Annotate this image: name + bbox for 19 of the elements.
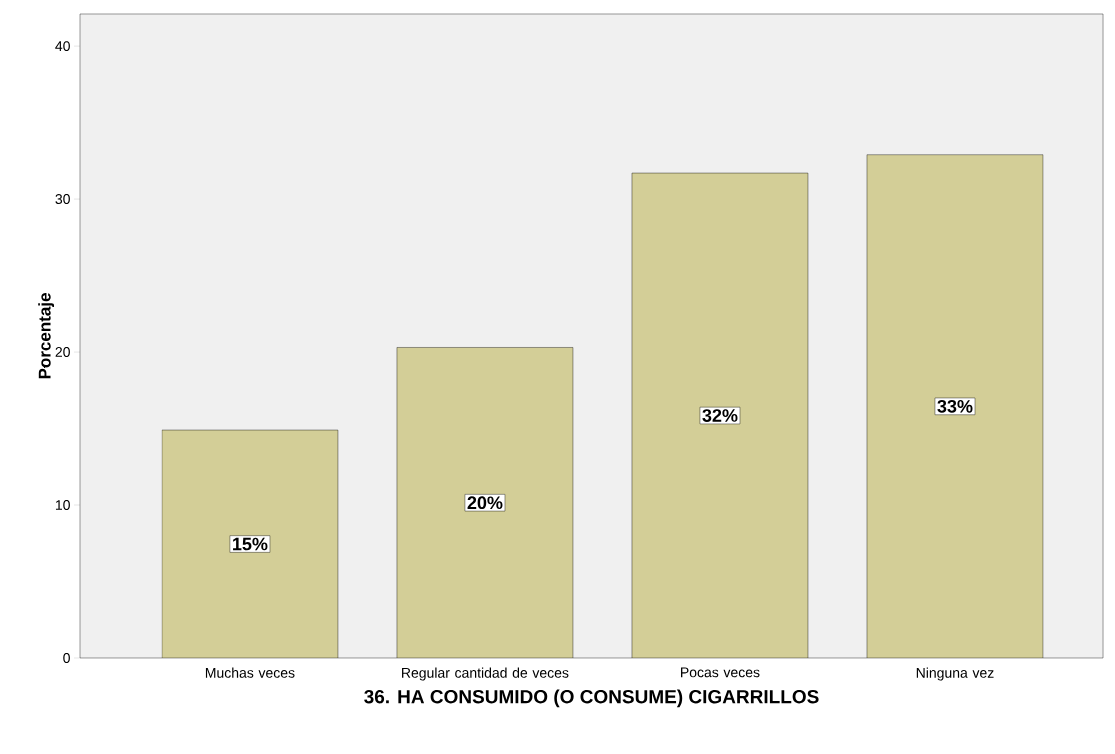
data-label: 15%: [233, 537, 268, 551]
x-tick-label: Muchas veces: [205, 667, 295, 678]
y-tick-label: 20: [55, 347, 70, 358]
bar: [866, 154, 1044, 658]
x-tick-label: Ninguna vez: [916, 667, 994, 681]
data-label: 32%: [702, 409, 738, 422]
data-label: 33%: [937, 399, 973, 413]
bar: [396, 347, 573, 658]
x-tick-label: Pocas veces: [681, 667, 760, 678]
y-tick-label: 0: [63, 653, 70, 663]
x-tick-label: Regular cantidad de veces: [402, 667, 569, 681]
y-axis-title: Porcentaje: [38, 293, 55, 379]
data-label: 20%: [467, 496, 503, 510]
bar: [631, 172, 809, 658]
bar: [161, 429, 339, 658]
y-tick-label: 10: [55, 500, 70, 510]
x-axis-title: 36. HA CONSUMIDO (O CONSUME) CIGARRILLOS: [364, 689, 819, 708]
y-tick-label: 30: [55, 194, 70, 205]
y-tick-label: 40: [55, 41, 70, 52]
